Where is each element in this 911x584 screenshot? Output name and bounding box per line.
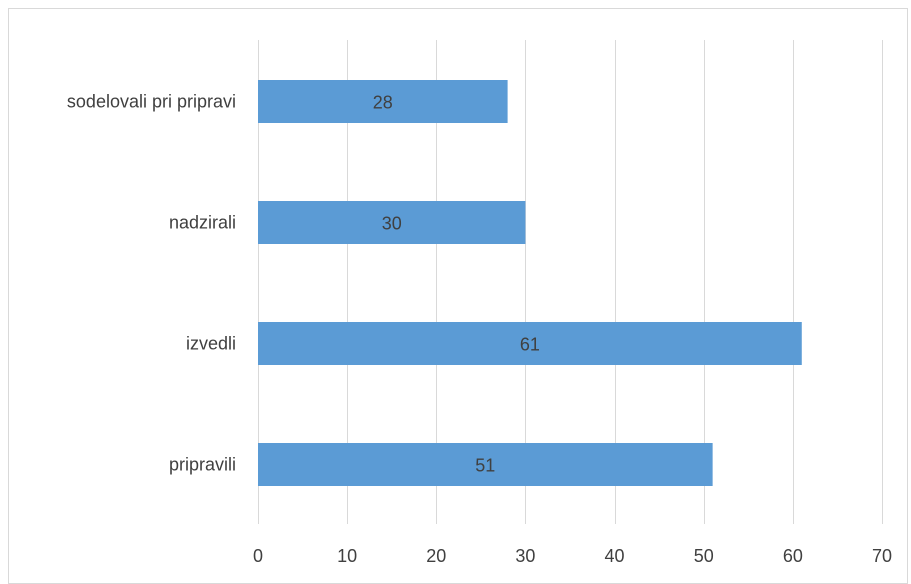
x-tick-label-50: 50 — [694, 546, 714, 566]
data-label-2: 61 — [520, 335, 540, 355]
x-tick-label-0: 0 — [253, 546, 263, 566]
x-tick-label-60: 60 — [783, 546, 803, 566]
category-label-3: pripravili — [169, 455, 236, 475]
category-label-1: nadzirali — [169, 213, 236, 233]
x-tick-label-40: 40 — [605, 546, 625, 566]
data-label-0: 28 — [373, 93, 393, 113]
x-tick-label-30: 30 — [515, 546, 535, 566]
x-tick-label-20: 20 — [426, 546, 446, 566]
category-label-2: izvedli — [186, 334, 236, 354]
x-tick-label-70: 70 — [872, 546, 892, 566]
x-tick-label-10: 10 — [337, 546, 357, 566]
bar-1 — [258, 201, 526, 244]
bar-0 — [258, 80, 508, 123]
data-label-3: 51 — [475, 456, 495, 476]
bar-2 — [258, 322, 802, 365]
bar-3 — [258, 443, 713, 486]
data-label-1: 30 — [382, 214, 402, 234]
category-label-0: sodelovali pri pripravi — [67, 92, 236, 112]
